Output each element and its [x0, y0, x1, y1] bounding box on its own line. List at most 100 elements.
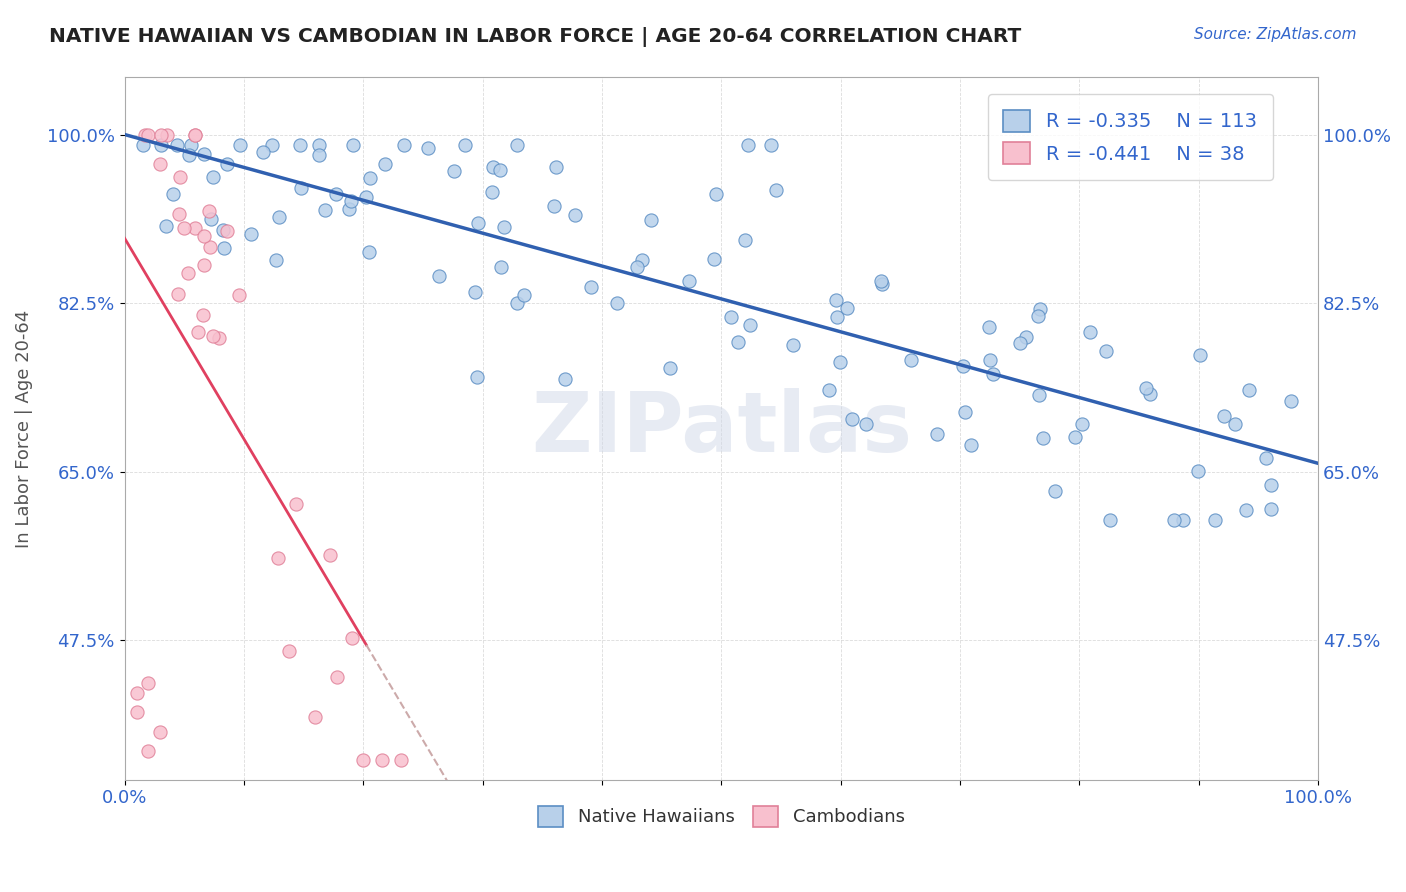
Point: [132, 137, 155, 152]
Point: [308, 148, 330, 162]
Point: [1010, 335, 1032, 350]
Point: [1099, 513, 1122, 527]
Point: [959, 438, 981, 452]
Point: [167, 286, 190, 301]
Point: [277, 644, 299, 658]
Point: [326, 670, 349, 684]
Point: [215, 157, 238, 171]
Point: [1029, 302, 1052, 317]
Point: [640, 213, 662, 227]
Point: [138, 744, 160, 758]
Point: [828, 355, 851, 369]
Point: [1225, 417, 1247, 432]
Point: [952, 359, 974, 373]
Point: [544, 160, 567, 174]
Point: [1260, 501, 1282, 516]
Point: [1071, 417, 1094, 431]
Point: [193, 258, 215, 272]
Point: [837, 301, 859, 315]
Point: [1163, 513, 1185, 527]
Point: [285, 497, 308, 511]
Point: [288, 137, 311, 152]
Point: [184, 128, 207, 143]
Point: [855, 417, 877, 432]
Point: [1015, 330, 1038, 344]
Point: [761, 137, 783, 152]
Point: [1237, 383, 1260, 397]
Point: [212, 223, 235, 237]
Point: [304, 710, 326, 724]
Point: [354, 189, 377, 203]
Point: [606, 295, 628, 310]
Point: [155, 128, 177, 143]
Point: [177, 266, 200, 280]
Point: [173, 221, 195, 235]
Point: [212, 241, 235, 255]
Point: [125, 706, 148, 720]
Point: [1213, 409, 1236, 423]
Point: [825, 293, 848, 307]
Point: [308, 137, 330, 152]
Point: [979, 352, 1001, 367]
Point: [1043, 483, 1066, 498]
Point: [900, 353, 922, 368]
Point: [494, 220, 516, 235]
Point: [782, 338, 804, 352]
Point: [193, 229, 215, 244]
Point: [1173, 513, 1195, 527]
Point: [217, 224, 239, 238]
Legend: Native Hawaiians, Cambodians: Native Hawaiians, Cambodians: [531, 798, 911, 834]
Point: [464, 285, 486, 299]
Point: [727, 334, 749, 349]
Point: [184, 128, 207, 143]
Point: [180, 137, 202, 152]
Point: [228, 288, 250, 302]
Point: [340, 194, 363, 209]
Point: [1026, 309, 1049, 323]
Point: [150, 128, 173, 143]
Point: [506, 295, 529, 310]
Point: [193, 147, 215, 161]
Point: [1189, 348, 1212, 362]
Point: [134, 128, 156, 143]
Point: [179, 148, 201, 162]
Point: [1032, 431, 1054, 445]
Point: [325, 187, 347, 202]
Point: [465, 370, 488, 384]
Point: [1028, 388, 1050, 402]
Point: [198, 203, 221, 218]
Text: ZIPatlas: ZIPatlas: [531, 388, 912, 469]
Point: [506, 137, 529, 152]
Point: [267, 550, 290, 565]
Point: [198, 240, 221, 254]
Point: [1063, 429, 1085, 443]
Point: [427, 269, 450, 284]
Point: [1135, 381, 1157, 395]
Point: [266, 252, 288, 267]
Point: [149, 724, 172, 739]
Text: NATIVE HAWAIIAN VS CAMBODIAN IN LABOR FORCE | AGE 20-64 CORRELATION CHART: NATIVE HAWAIIAN VS CAMBODIAN IN LABOR FO…: [49, 27, 1022, 46]
Point: [136, 128, 159, 143]
Point: [678, 274, 700, 288]
Point: [1080, 326, 1102, 340]
Point: [389, 753, 412, 767]
Point: [579, 280, 602, 294]
Point: [1187, 465, 1209, 479]
Point: [454, 137, 477, 152]
Point: [269, 210, 291, 224]
Point: [149, 137, 172, 152]
Point: [359, 170, 381, 185]
Point: [953, 405, 976, 419]
Point: [149, 157, 172, 171]
Point: [201, 329, 224, 343]
Point: [169, 207, 191, 221]
Point: [703, 252, 725, 266]
Point: [357, 244, 380, 259]
Point: [765, 183, 787, 197]
Point: [543, 199, 565, 213]
Point: [1254, 451, 1277, 466]
Point: [1204, 513, 1226, 527]
Point: [370, 753, 392, 767]
Point: [512, 287, 534, 301]
Point: [169, 170, 191, 185]
